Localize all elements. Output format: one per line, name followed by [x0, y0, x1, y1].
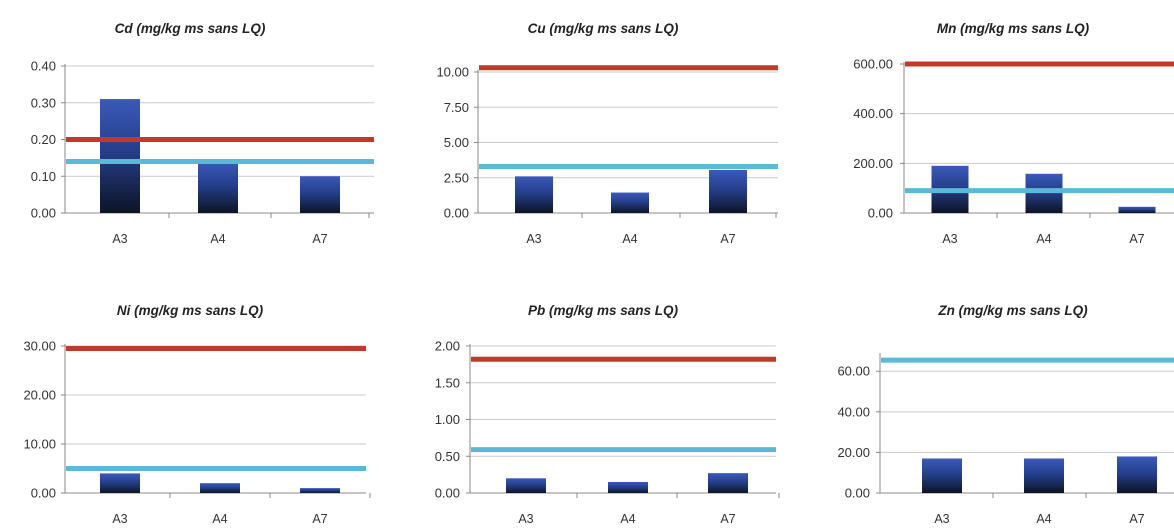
chart-panel-1: Cu (mg/kg ms sans LQ) 0.00 2.50 5.00 7.50 10.… [436, 21, 778, 246]
y-tick-label: 2.00 [435, 339, 460, 354]
x-category-label: A4 [620, 512, 635, 526]
y-tick-label: 0.00 [845, 486, 870, 501]
x-category-label: A3 [518, 512, 533, 526]
chart-panel-4: Pb (mg/kg ms sans LQ) 0.00 0.50 1.00 1.50 2.0… [435, 303, 780, 526]
y-tick-label: 0.00 [868, 206, 893, 221]
chart-panel-0: Cd (mg/kg ms sans LQ) 0.00 0.10 0.20 0.30 0.4… [31, 21, 374, 246]
bar-a4 [611, 192, 649, 213]
bar-a3 [506, 478, 546, 493]
x-category-label: A4 [212, 512, 227, 526]
bar-a7 [300, 488, 340, 493]
x-category-label: A4 [622, 232, 637, 246]
bar-a7 [708, 473, 748, 493]
x-category-label: A4 [1036, 512, 1051, 526]
bar-a7 [709, 169, 747, 213]
chart-panel-3: Ni (mg/kg ms sans LQ) 0.00 10.00 20.00 30.00… [23, 303, 371, 526]
y-tick-label: 0.00 [444, 206, 469, 221]
y-tick-label: 0.30 [31, 95, 56, 110]
bar-a3 [100, 99, 140, 213]
chart-title: Ni (mg/kg ms sans LQ) [117, 303, 264, 318]
chart-panel-2: Mn (mg/kg ms sans LQ) 0.00 200.00 400.00 600… [853, 21, 1174, 246]
chart-title: Cd (mg/kg ms sans LQ) [115, 21, 266, 36]
x-category-label: A3 [112, 232, 127, 246]
bar-a7 [1118, 206, 1156, 213]
y-tick-label: 20.00 [837, 445, 870, 460]
y-tick-label: 2.50 [444, 170, 469, 185]
y-tick-label: 20.00 [23, 388, 56, 403]
y-tick-label: 40.00 [837, 404, 870, 419]
y-tick-label: 10.00 [436, 65, 469, 80]
x-category-label: A3 [942, 232, 957, 246]
bar-a4 [1024, 458, 1064, 493]
chart-title: Mn (mg/kg ms sans LQ) [937, 21, 1090, 36]
bar-a4 [1025, 173, 1063, 213]
x-category-label: A3 [934, 512, 949, 526]
bar-a7 [1117, 456, 1157, 493]
x-category-label: A7 [312, 512, 327, 526]
x-category-label: A7 [720, 232, 735, 246]
bar-a4 [608, 481, 648, 493]
y-tick-label: 400.00 [853, 106, 893, 121]
x-category-label: A4 [1036, 232, 1051, 246]
y-tick-label: 0.50 [435, 449, 460, 464]
y-tick-label: 0.20 [31, 132, 56, 147]
y-tick-label: 600.00 [853, 57, 893, 72]
x-category-label: A4 [210, 232, 225, 246]
x-category-label: A7 [1129, 232, 1144, 246]
y-tick-label: 10.00 [23, 437, 56, 452]
x-category-label: A3 [526, 232, 541, 246]
bar-a4 [200, 483, 240, 493]
bar-a3 [515, 176, 553, 213]
y-tick-label: 200.00 [853, 156, 893, 171]
y-tick-label: 0.00 [435, 486, 460, 501]
chart-title: Zn (mg/kg ms sans LQ) [937, 303, 1088, 318]
x-category-label: A7 [720, 512, 735, 526]
bar-a7 [300, 176, 340, 213]
x-category-label: A7 [312, 232, 327, 246]
y-tick-label: 0.10 [31, 169, 56, 184]
chart-title: Pb (mg/kg ms sans LQ) [528, 303, 679, 318]
y-tick-label: 30.00 [23, 339, 56, 354]
bar-a4 [198, 161, 238, 213]
chart-panel-5: Zn (mg/kg ms sans LQ) 0.00 20.00 40.00 60.00… [837, 303, 1174, 526]
y-tick-label: 0.00 [31, 486, 56, 501]
y-tick-label: 7.50 [444, 100, 469, 115]
y-tick-label: 1.50 [435, 375, 460, 390]
x-category-label: A7 [1129, 512, 1144, 526]
y-tick-label: 5.00 [444, 135, 469, 150]
y-tick-label: 0.00 [31, 206, 56, 221]
y-tick-label: 1.00 [435, 412, 460, 427]
y-tick-label: 0.40 [31, 59, 56, 74]
chart-title: Cu (mg/kg ms sans LQ) [528, 21, 679, 36]
y-tick-label: 60.00 [837, 364, 870, 379]
x-category-label: A3 [112, 512, 127, 526]
bar-a3 [922, 458, 962, 493]
bar-a3 [100, 473, 140, 493]
